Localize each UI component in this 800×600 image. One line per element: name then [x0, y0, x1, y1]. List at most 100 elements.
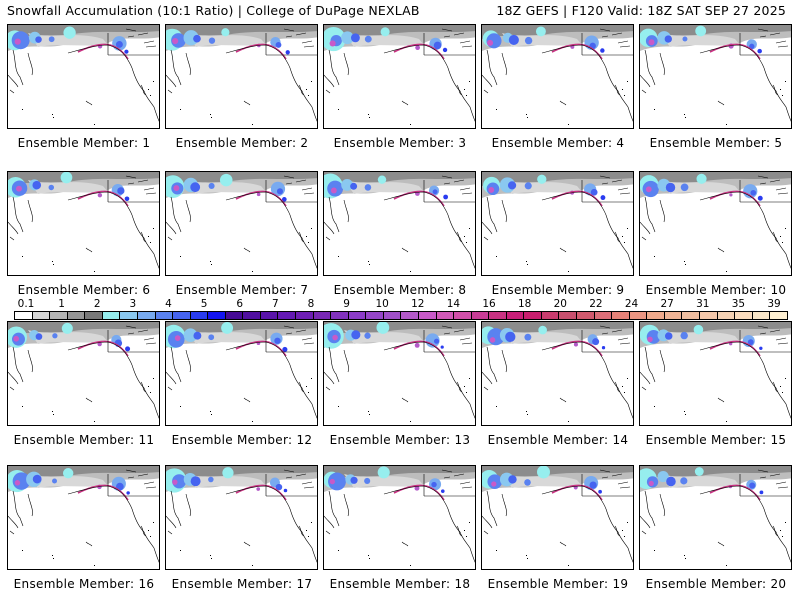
ensemble-member-label: Ensemble Member: 20: [645, 577, 787, 591]
ensemble-member-label: Ensemble Member: 7: [175, 283, 309, 297]
colorbar-swatch: [577, 312, 595, 319]
colorbar-swatch: [50, 312, 68, 319]
ensemble-member-label: Ensemble Member: 1: [17, 136, 151, 150]
colorbar-swatch: [32, 312, 51, 319]
colorbar-swatch: [647, 312, 665, 319]
colorbar-swatch: [559, 312, 577, 319]
ensemble-member-label: Ensemble Member: 13: [329, 433, 471, 447]
ensemble-member-label: Ensemble Member: 3: [333, 136, 467, 150]
snowfall-map: [324, 322, 475, 422]
snowfall-map: [640, 466, 791, 566]
colorbar-tick-label: 16: [482, 298, 496, 310]
ensemble-member-label: Ensemble Member: 8: [333, 283, 467, 297]
ensemble-member-label: Ensemble Member: 18: [329, 577, 471, 591]
colorbar-tick-label: 10: [375, 298, 389, 310]
ensemble-member-label: Ensemble Member: 19: [487, 577, 629, 591]
ensemble-member-label: Ensemble Member: 17: [171, 577, 313, 591]
snowfall-map: [166, 322, 317, 422]
snowfall-map: [8, 172, 159, 272]
colorbar-swatch: [454, 312, 472, 319]
ensemble-member-map: [7, 24, 160, 129]
ensemble-member-map: [323, 24, 476, 129]
colorbar-tick-label: 12: [411, 298, 425, 310]
snowfall-map: [482, 25, 633, 125]
snowfall-map: [324, 25, 475, 125]
colorbar-swatch: [594, 312, 613, 319]
colorbar-swatch: [190, 312, 209, 319]
snowfall-map: [640, 322, 791, 422]
ensemble-member-label: Ensemble Member: 16: [13, 577, 155, 591]
colorbar-tick-label: 27: [660, 298, 674, 310]
snowfall-map: [8, 25, 159, 125]
ensemble-member-label: Ensemble Member: 14: [487, 433, 629, 447]
ensemble-member-map: [639, 465, 792, 570]
colorbar-swatch: [85, 312, 103, 319]
colorbar-tick-label: 31: [696, 298, 710, 310]
ensemble-member-map: [639, 171, 792, 276]
colorbar-swatch: [629, 312, 648, 319]
colorbar-tick-label: 9: [343, 298, 350, 310]
ensemble-member-map: [323, 171, 476, 276]
colorbar-tick-label: 39: [767, 298, 781, 310]
colorbar-swatch: [67, 312, 86, 319]
colorbar-swatch: [383, 312, 402, 319]
colorbar-swatch: [260, 312, 279, 319]
snowfall-map: [8, 466, 159, 566]
ensemble-member-map: [639, 321, 792, 426]
colorbar-tick-label: 3: [129, 298, 137, 310]
ensemble-member-label: Ensemble Member: 4: [491, 136, 625, 150]
colorbar-swatch: [541, 312, 560, 319]
colorbar-swatch: [418, 312, 437, 319]
colorbar-swatch: [155, 312, 174, 319]
snowfall-map: [640, 25, 791, 125]
ensemble-member-label: Ensemble Member: 15: [645, 433, 787, 447]
snowfall-map: [324, 466, 475, 566]
colorbar-tick-label: 4: [165, 298, 172, 310]
colorbar-swatch: [15, 312, 33, 319]
colorbar-swatch: [208, 312, 226, 319]
colorbar-swatch: [348, 312, 367, 319]
ensemble-member-map: [7, 465, 160, 570]
colorbar-tick-label: 8: [307, 298, 315, 310]
colorbar-swatch: [366, 312, 384, 319]
snowfall-map: [640, 172, 791, 272]
ensemble-member-map: [481, 321, 634, 426]
ensemble-member-map: [481, 465, 634, 570]
snowfall-map: [482, 322, 633, 422]
colorbar-tick-label: 2: [93, 298, 101, 310]
ensemble-member-map: [7, 171, 160, 276]
ensemble-member-map: [165, 465, 318, 570]
chart-title: Snowfall Accumulation (10:1 Ratio) | Col…: [7, 3, 420, 18]
colorbar-swatch: [682, 312, 700, 319]
ensemble-member-label: Ensemble Member: 9: [491, 283, 625, 297]
colorbar-swatch: [296, 312, 314, 319]
ensemble-member-map: [639, 24, 792, 129]
snowfall-map: [482, 466, 633, 566]
snowfall-map: [482, 172, 633, 272]
ensemble-member-label: Ensemble Member: 5: [649, 136, 783, 150]
colorbar-tick-label: 14: [446, 298, 461, 310]
colorbar-swatch: [102, 312, 121, 319]
ensemble-member-label: Ensemble Member: 11: [13, 433, 155, 447]
ensemble-member-label: Ensemble Member: 6: [17, 283, 151, 297]
colorbar-tick-label: 18: [517, 298, 532, 310]
colorbar-swatch: [137, 312, 156, 319]
snowfall-map: [166, 25, 317, 125]
colorbar-swatch: [278, 312, 296, 319]
ensemble-member-map: [481, 171, 634, 276]
colorbar-tick-label: 1: [58, 298, 65, 310]
ensemble-member-label: Ensemble Member: 12: [171, 433, 313, 447]
colorbar-swatch: [489, 312, 507, 319]
colorbar-swatch: [436, 312, 455, 319]
valid-time-label: 18Z GEFS | F120 Valid: 18Z SAT SEP 27 20…: [496, 3, 786, 18]
colorbar-swatch: [331, 312, 349, 319]
colorbar-swatch: [173, 312, 191, 319]
snowfall-map: [8, 322, 159, 422]
ensemble-member-label: Ensemble Member: 2: [175, 136, 309, 150]
ensemble-member-map: [323, 321, 476, 426]
colorbar-swatch: [225, 312, 244, 319]
colorbar-swatch: [313, 312, 332, 319]
colorbar-swatch: [664, 312, 683, 319]
colorbar-tick-label: 6: [236, 298, 244, 310]
colorbar-tick-label: 35: [731, 298, 746, 310]
